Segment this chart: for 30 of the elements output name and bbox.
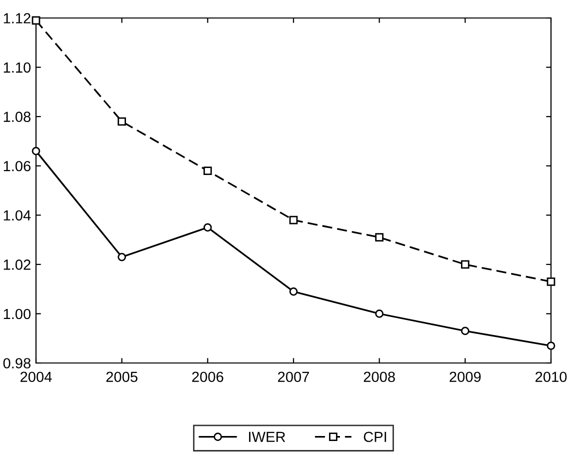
y-tick-label: 0.98 xyxy=(3,358,31,368)
point xyxy=(289,216,298,224)
point xyxy=(375,310,384,318)
x-tick-label: 2008 xyxy=(364,372,395,382)
point xyxy=(204,223,212,232)
point xyxy=(546,278,556,286)
point xyxy=(375,233,384,242)
x-tick-label: 2006 xyxy=(192,372,224,382)
point xyxy=(118,117,126,126)
point xyxy=(289,287,298,296)
point xyxy=(461,260,470,269)
y-tick-label: 1.04 xyxy=(4,210,31,221)
point xyxy=(32,146,40,156)
x-tick-label: 2005 xyxy=(106,372,138,382)
x-tick-label: 2004 xyxy=(20,372,52,382)
point xyxy=(461,326,470,336)
x-tick-label: 2010 xyxy=(536,372,567,382)
point xyxy=(546,342,556,350)
point xyxy=(204,166,212,175)
x-tick-label: 2009 xyxy=(450,372,481,382)
y-tick-label: 1.06 xyxy=(4,160,30,172)
legend-label: CPI xyxy=(364,432,386,442)
legend-label: IWER xyxy=(249,432,286,442)
y-tick-label: 1.00 xyxy=(4,308,31,320)
y-tick-label: 1.02 xyxy=(4,260,30,270)
x-tick-label: 2007 xyxy=(278,372,309,382)
y-tick-label: 1.08 xyxy=(4,112,31,122)
y-tick-label: 1.10 xyxy=(4,62,31,73)
point xyxy=(118,252,126,262)
y-tick-label: 1.12 xyxy=(4,13,30,24)
